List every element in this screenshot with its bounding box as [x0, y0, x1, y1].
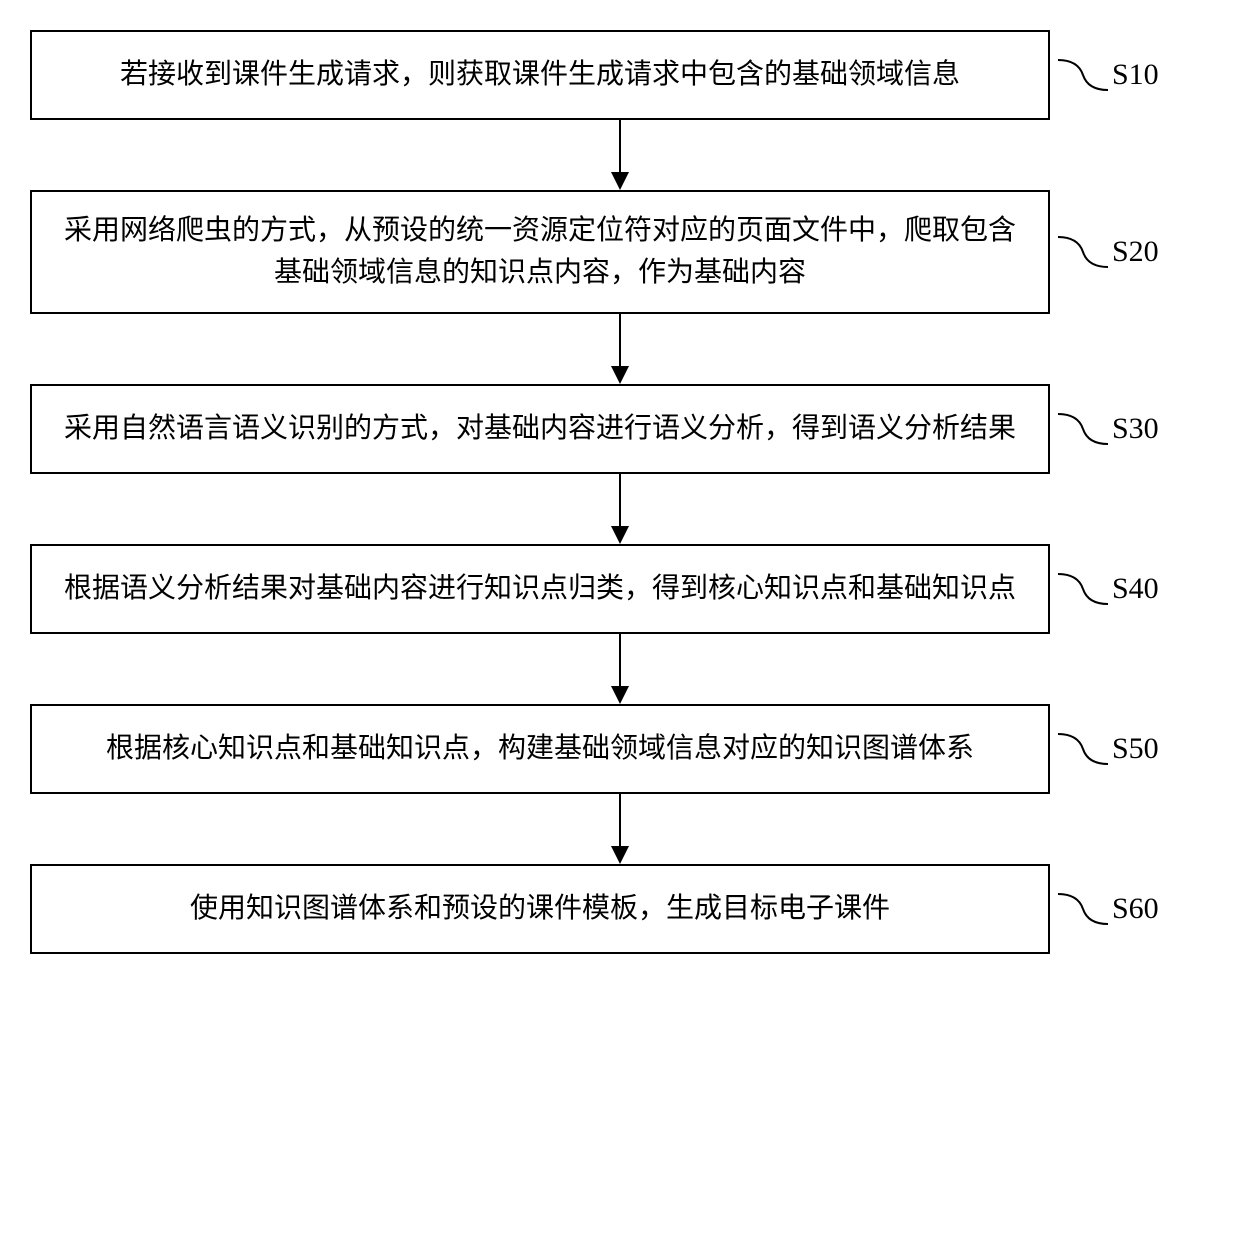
- step-label-container-s50: S50: [1058, 724, 1159, 774]
- step-label-s40: S40: [1112, 572, 1159, 606]
- arrow-down-icon: [605, 634, 635, 704]
- step-label-s30: S30: [1112, 412, 1159, 446]
- step-box-s60: 使用知识图谱体系和预设的课件模板，生成目标电子课件: [30, 864, 1050, 954]
- step-label-container-s30: S30: [1058, 404, 1159, 454]
- step-label-container-s20: S20: [1058, 227, 1159, 277]
- step-box-s10: 若接收到课件生成请求，则获取课件生成请求中包含的基础领域信息: [30, 30, 1050, 120]
- connector-curve-icon: [1058, 227, 1108, 277]
- step-label-container-s60: S60: [1058, 884, 1159, 934]
- connector-curve-icon: [1058, 884, 1108, 934]
- step-text-s40: 根据语义分析结果对基础内容进行知识点归类，得到核心知识点和基础知识点: [64, 568, 1016, 610]
- step-label-container-s10: S10: [1058, 50, 1159, 100]
- step-row-s60: 使用知识图谱体系和预设的课件模板，生成目标电子课件 S60: [30, 864, 1210, 954]
- arrow-container: [110, 634, 1130, 704]
- step-row-s40: 根据语义分析结果对基础内容进行知识点归类，得到核心知识点和基础知识点 S40: [30, 544, 1210, 634]
- step-box-s50: 根据核心知识点和基础知识点，构建基础领域信息对应的知识图谱体系: [30, 704, 1050, 794]
- connector-curve-icon: [1058, 50, 1108, 100]
- step-box-s20: 采用网络爬虫的方式，从预设的统一资源定位符对应的页面文件中，爬取包含基础领域信息…: [30, 190, 1050, 314]
- arrow-container: [110, 314, 1130, 384]
- arrow-down-icon: [605, 120, 635, 190]
- step-label-s20: S20: [1112, 235, 1159, 269]
- step-text-s30: 采用自然语言语义识别的方式，对基础内容进行语义分析，得到语义分析结果: [64, 408, 1016, 450]
- step-box-s40: 根据语义分析结果对基础内容进行知识点归类，得到核心知识点和基础知识点: [30, 544, 1050, 634]
- step-box-s30: 采用自然语言语义识别的方式，对基础内容进行语义分析，得到语义分析结果: [30, 384, 1050, 474]
- arrow-down-icon: [605, 314, 635, 384]
- step-text-s10: 若接收到课件生成请求，则获取课件生成请求中包含的基础领域信息: [120, 54, 960, 96]
- arrow-down-icon: [605, 474, 635, 544]
- step-label-container-s40: S40: [1058, 564, 1159, 614]
- step-label-s10: S10: [1112, 58, 1159, 92]
- connector-curve-icon: [1058, 404, 1108, 454]
- connector-curve-icon: [1058, 564, 1108, 614]
- arrow-container: [110, 474, 1130, 544]
- step-text-s50: 根据核心知识点和基础知识点，构建基础领域信息对应的知识图谱体系: [106, 728, 974, 770]
- step-row-s50: 根据核心知识点和基础知识点，构建基础领域信息对应的知识图谱体系 S50: [30, 704, 1210, 794]
- step-label-s50: S50: [1112, 732, 1159, 766]
- step-label-s60: S60: [1112, 892, 1159, 926]
- connector-curve-icon: [1058, 724, 1108, 774]
- arrow-container: [110, 794, 1130, 864]
- arrow-down-icon: [605, 794, 635, 864]
- arrow-container: [110, 120, 1130, 190]
- step-text-s60: 使用知识图谱体系和预设的课件模板，生成目标电子课件: [190, 888, 890, 930]
- step-text-s20: 采用网络爬虫的方式，从预设的统一资源定位符对应的页面文件中，爬取包含基础领域信息…: [56, 210, 1024, 294]
- flowchart-container: 若接收到课件生成请求，则获取课件生成请求中包含的基础领域信息 S10 采用网络爬…: [30, 30, 1210, 954]
- step-row-s30: 采用自然语言语义识别的方式，对基础内容进行语义分析，得到语义分析结果 S30: [30, 384, 1210, 474]
- step-row-s10: 若接收到课件生成请求，则获取课件生成请求中包含的基础领域信息 S10: [30, 30, 1210, 120]
- step-row-s20: 采用网络爬虫的方式，从预设的统一资源定位符对应的页面文件中，爬取包含基础领域信息…: [30, 190, 1210, 314]
